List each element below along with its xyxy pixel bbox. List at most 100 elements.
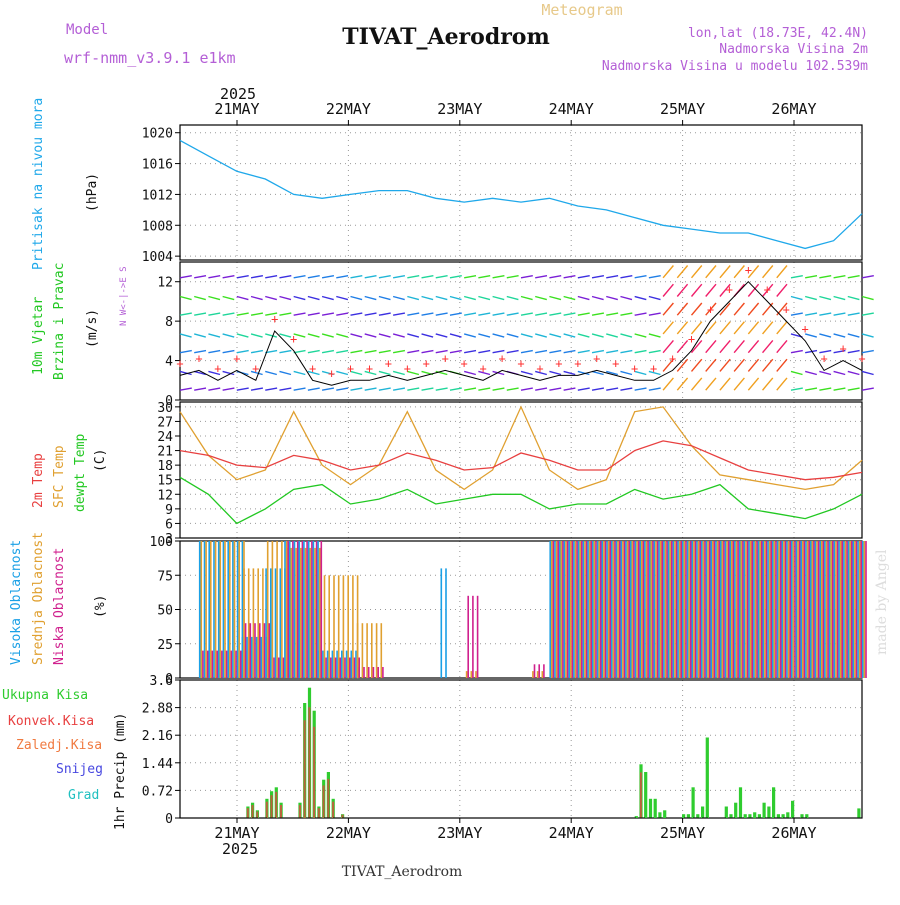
cloud-bar-mid [238, 541, 240, 678]
wind-arrow [705, 377, 717, 391]
cloud-bar-low [765, 541, 768, 678]
2m-temp-line [179, 440, 863, 481]
cloud-bar-low [590, 541, 593, 678]
precip-bar-total [701, 806, 705, 818]
cloud-bar-low [803, 541, 806, 678]
cloud-bar-high [251, 636, 253, 678]
wind-arrow [179, 349, 192, 354]
cloud-bar-mid [745, 541, 747, 678]
wind-arrow [279, 333, 292, 338]
cloud-bar-high [592, 541, 594, 678]
cloud-bar-high [762, 541, 765, 678]
cloud-bar-low [367, 667, 370, 678]
wind-arrow [719, 377, 731, 391]
cloud-bar-high [312, 541, 315, 678]
wind-gust-marker: + [631, 361, 638, 375]
cloud-bar-low [230, 650, 233, 678]
cloud-bar-mid [588, 541, 591, 678]
cloud-bar-low [851, 541, 853, 678]
wind-arrow [790, 349, 803, 354]
wind-arrow [535, 312, 548, 316]
lonlat-info: lon,lat (18.73E, 42.4N) [688, 26, 868, 41]
wind-arrow [307, 295, 320, 301]
cloud-bar-low [254, 623, 256, 678]
wind-arrow [662, 283, 674, 297]
cloud-ytick-label: 50 [157, 604, 173, 619]
cloud-bar-low [476, 595, 479, 678]
wind-arrow [236, 295, 249, 301]
wind-arrow [676, 321, 689, 335]
wind-arrow [662, 302, 674, 316]
wind-arrow [463, 370, 476, 376]
cloud-bar-mid [612, 541, 615, 678]
wind-arrow [549, 312, 562, 316]
wind-arrow [634, 349, 647, 354]
cloud-bar-low [225, 650, 228, 678]
cloud-bar-high [241, 541, 244, 678]
cloud-bar-high [615, 541, 618, 678]
wind-arrow [549, 295, 562, 301]
sfc-temp-line [179, 405, 863, 491]
wind-arrow [790, 370, 803, 376]
precip-bar-conv [246, 808, 249, 818]
cloud-bar-low [846, 541, 848, 678]
cloud-bar-high [653, 541, 656, 678]
cloud-bar-high [672, 541, 675, 678]
wind-arrow [719, 339, 731, 354]
cloud-bar-low [244, 623, 247, 678]
cloud-bar-low [751, 541, 754, 678]
wind-arrow [790, 295, 803, 301]
cloud-bar-mid [641, 541, 643, 678]
precip-label-total: Ukupna Kisa [2, 688, 88, 703]
pressure-line [179, 139, 863, 250]
cloud-bar-high [341, 650, 343, 678]
precip-bar-total [653, 798, 657, 818]
wind-arrow [350, 295, 363, 301]
wind-arrow [407, 312, 420, 316]
wind-gust-marker: + [574, 356, 581, 370]
wind-arrow [279, 312, 292, 316]
wind-arrow [364, 333, 377, 338]
cloud-bar-low [268, 623, 270, 678]
cloud-bar-mid [655, 541, 657, 678]
cloud-bar-low [699, 541, 701, 678]
cloud-bar-low [543, 664, 545, 678]
wind-arrow [506, 387, 519, 391]
wind-arrow [648, 370, 661, 376]
wind-gust-marker: + [858, 352, 865, 366]
wind-arrow [378, 333, 391, 338]
wind-arrow [747, 339, 760, 354]
cloud-bar-low [775, 541, 777, 678]
day-label-bottom: 23MAY [437, 824, 482, 842]
wind-arrow [393, 312, 406, 316]
cloud-bar-low [732, 541, 735, 678]
wind-arrow [208, 370, 221, 376]
wind-gust-marker: + [195, 352, 202, 366]
station-title: TIVAT_Aerodrom [342, 24, 550, 50]
wind-arrow [634, 333, 647, 338]
wind-arrow [535, 370, 547, 376]
cloud-bar-low [538, 664, 540, 678]
wind-arrow [648, 312, 661, 316]
wind-arrow [819, 349, 832, 354]
wind-arrow [478, 312, 491, 316]
cloud-bar-high [786, 541, 788, 678]
wind-arrow [179, 295, 192, 301]
precip-bar-total [781, 814, 785, 818]
cloud-bar-mid [219, 541, 222, 678]
wind-arrow [307, 349, 320, 354]
wind-arrow [492, 387, 505, 391]
cloud-bar-mid [247, 568, 250, 678]
wind-arrow [762, 339, 774, 354]
wind-gust-marker: + [233, 352, 240, 366]
wind-arrow [350, 275, 363, 279]
cloud-bar-high [819, 541, 821, 678]
wind-arrow [392, 370, 405, 376]
cloud-bar-high [587, 541, 589, 678]
wind-arrow [705, 283, 717, 297]
wind-arrow [549, 370, 562, 376]
wind-gust-marker: + [271, 312, 278, 326]
wind-arrow [236, 333, 249, 338]
wind-arrow [478, 370, 491, 376]
cloud-bar-low [277, 657, 280, 678]
